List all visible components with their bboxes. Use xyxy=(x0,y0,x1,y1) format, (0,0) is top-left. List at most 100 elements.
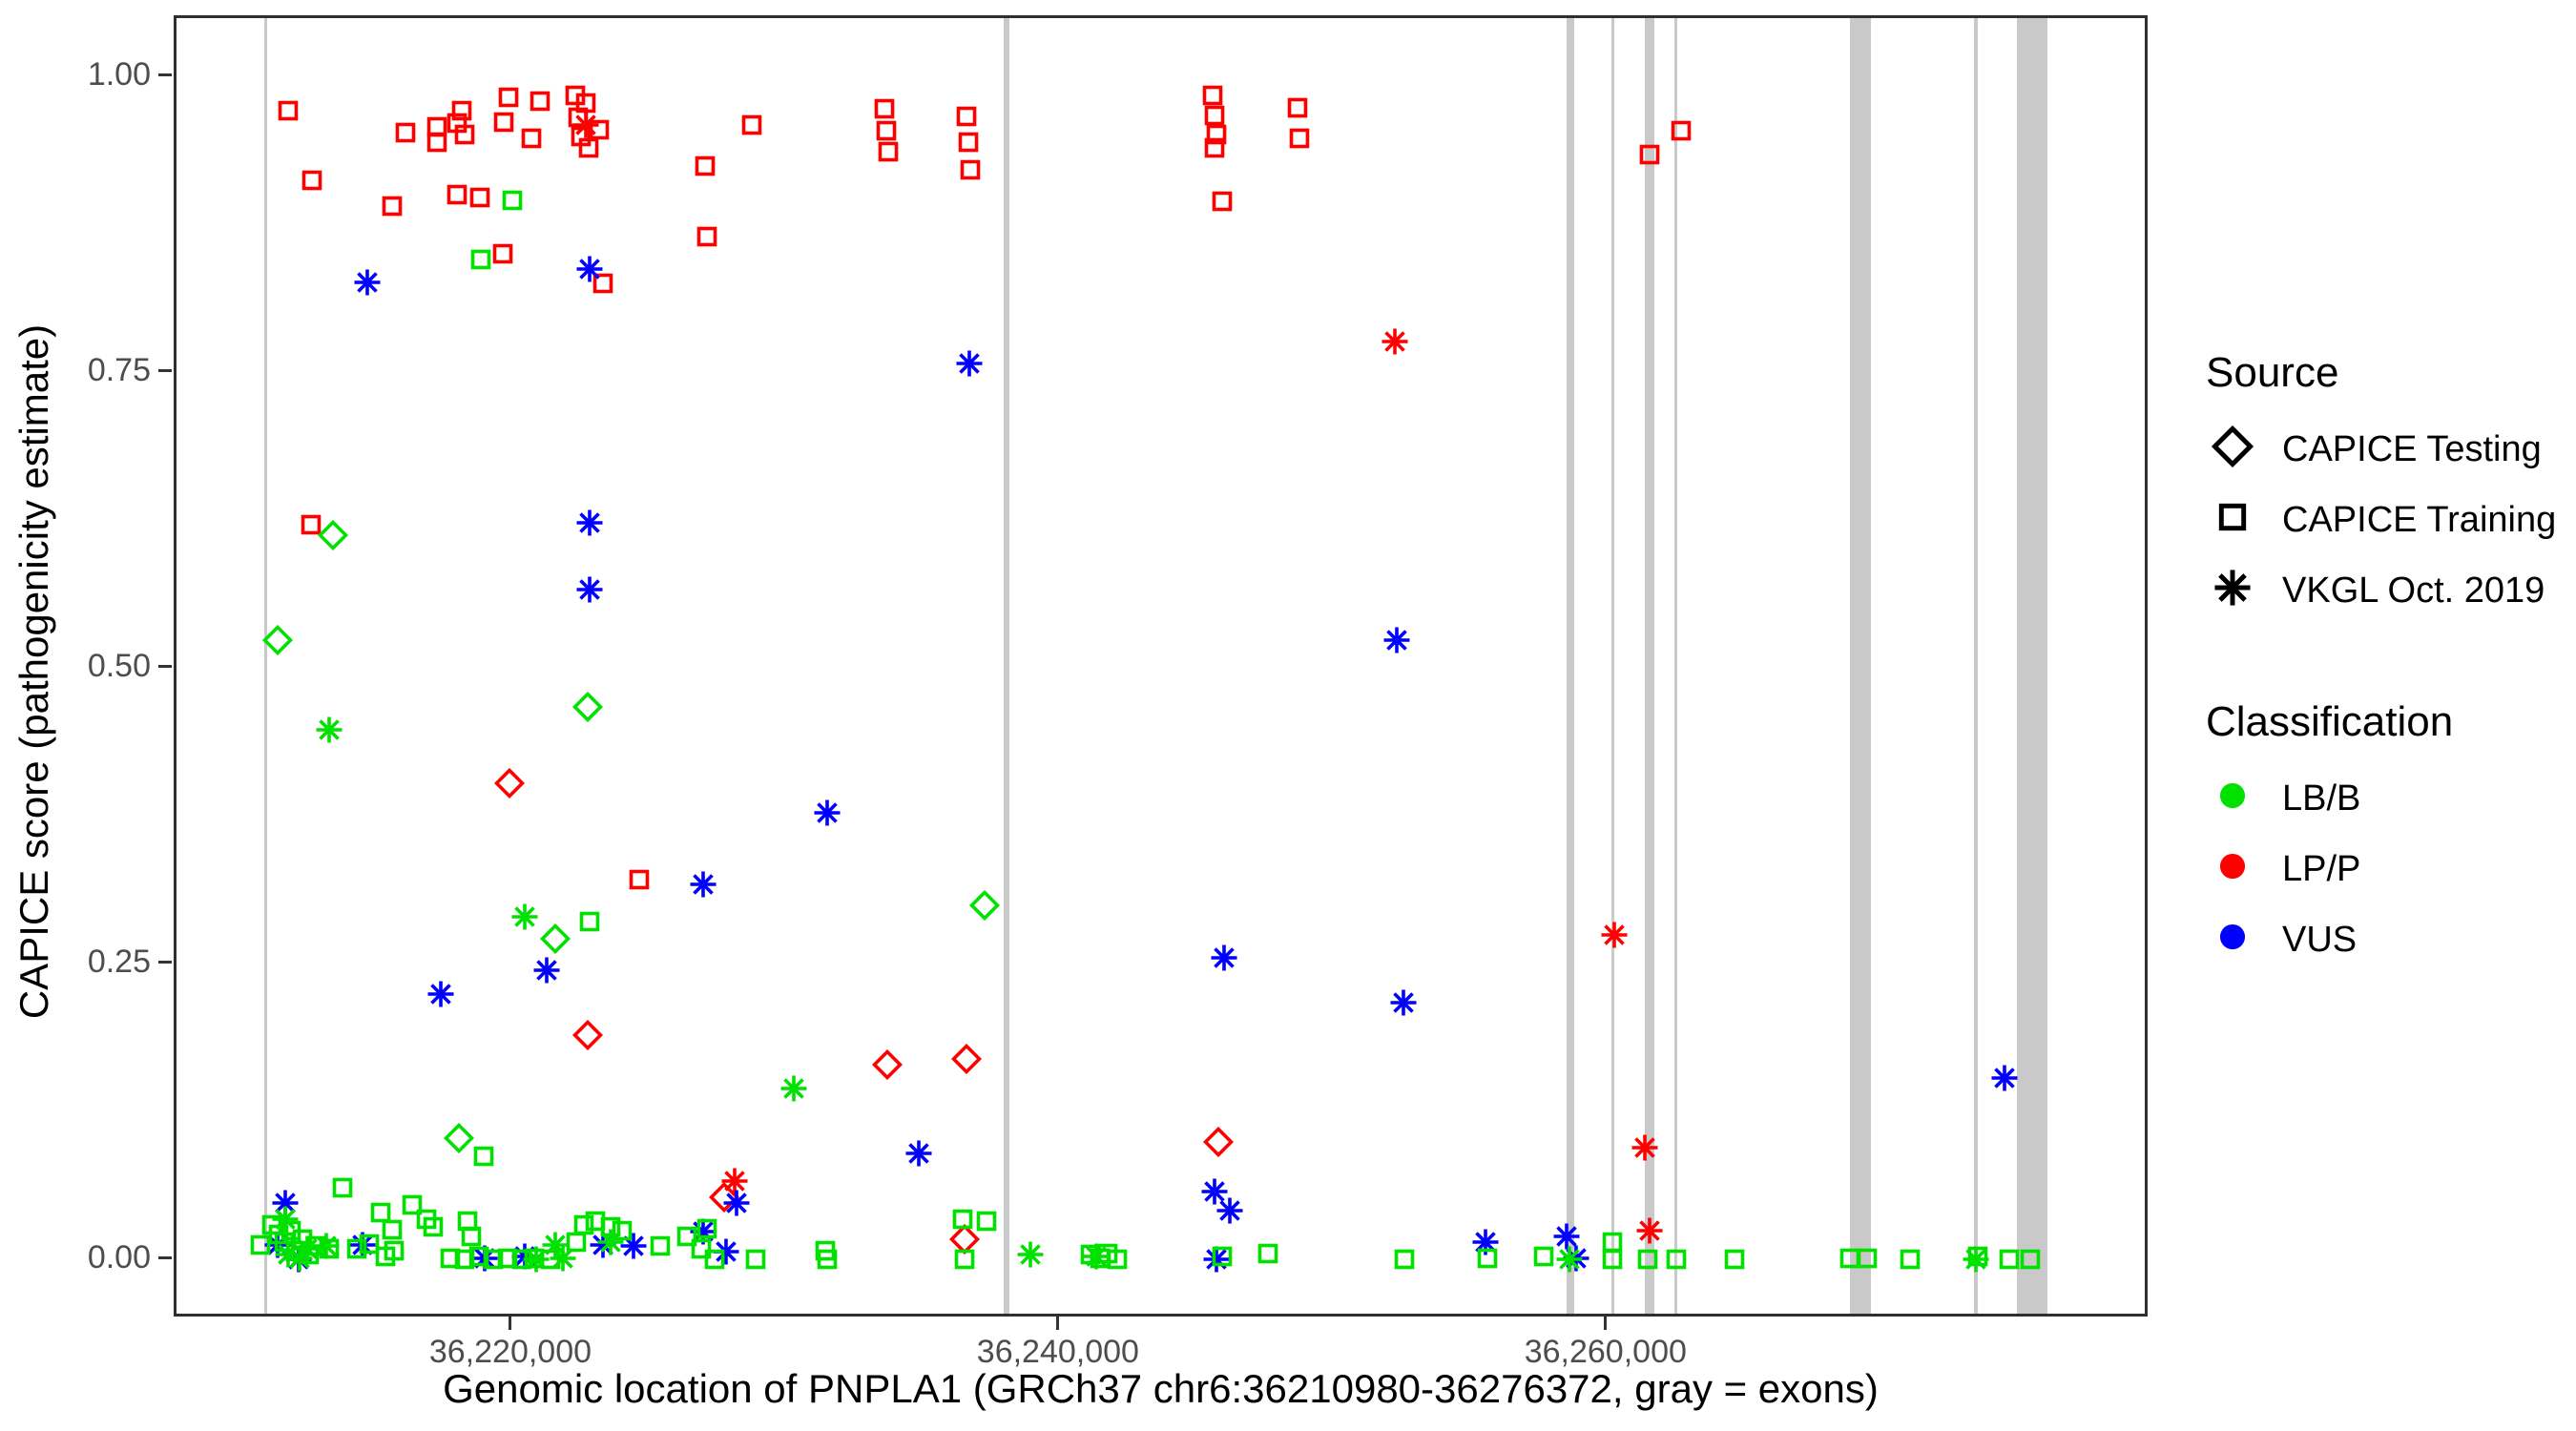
legend-item-label: VUS xyxy=(2282,920,2358,960)
data-point-training-lbb xyxy=(686,1234,717,1264)
data-point-training-lpp xyxy=(465,182,495,213)
data-point-training-lbb xyxy=(645,1231,675,1261)
data-point-training-lpp xyxy=(1197,80,1228,111)
data-point-vkgl-lbb xyxy=(779,1073,809,1104)
exon-bar xyxy=(1645,18,1655,1314)
y-axis-tick-label: 1.00 xyxy=(87,56,151,93)
data-point-vkgl-vus xyxy=(1199,1176,1230,1207)
plot-panel xyxy=(174,15,2148,1317)
data-point-training-lbb xyxy=(365,1197,396,1228)
data-point-training-lbb xyxy=(314,1234,344,1264)
legend-item-label: LP/P xyxy=(2282,849,2361,889)
y-axis-tick-label: 0.50 xyxy=(87,648,151,684)
data-point-training-lpp xyxy=(390,117,421,148)
exon-bar xyxy=(1849,18,1871,1314)
blue-dot-icon xyxy=(2212,916,2257,962)
data-point-testing-lpp xyxy=(708,1182,739,1213)
data-point-training-lbb xyxy=(342,1234,372,1264)
data-point-vkgl-lbb xyxy=(1554,1244,1585,1275)
data-point-vkgl-vus xyxy=(954,348,985,379)
asterisk-marker-icon xyxy=(2212,567,2257,612)
data-point-training-lbb xyxy=(607,1215,637,1246)
data-point-training-lbb xyxy=(354,1229,384,1259)
data-point-vkgl-vus xyxy=(352,267,383,298)
y-axis-tick xyxy=(158,73,172,76)
data-point-training-lpp xyxy=(296,509,326,540)
data-point-training-lpp xyxy=(869,93,900,124)
data-point-training-lpp xyxy=(624,864,654,895)
data-point-vkgl-vus xyxy=(812,798,842,828)
data-point-testing-lpp xyxy=(1203,1126,1235,1158)
x-axis-title: Genomic location of PNPLA1 (GRCh37 chr6:… xyxy=(443,1366,1879,1411)
data-point-training-lbb xyxy=(1597,1244,1628,1275)
data-point-training-lbb xyxy=(947,1204,978,1234)
data-point-training-lbb xyxy=(1207,1241,1237,1272)
data-point-training-lbb xyxy=(497,185,528,216)
exon-bar xyxy=(1003,18,1009,1314)
data-point-vkgl-vus xyxy=(1551,1221,1582,1252)
data-point-training-lbb xyxy=(569,1210,599,1240)
data-point-vkgl-lbb xyxy=(509,902,540,932)
data-point-testing-lbb xyxy=(571,691,603,722)
data-point-training-lbb xyxy=(1719,1244,1750,1275)
data-point-testing-lbb xyxy=(539,923,571,954)
data-point-vkgl-vus xyxy=(904,1138,934,1169)
green-dot-icon xyxy=(2212,775,2257,820)
data-point-vkgl-vus xyxy=(1215,1195,1245,1226)
data-point-training-lpp xyxy=(449,119,480,150)
data-point-training-lbb xyxy=(2015,1244,2046,1275)
data-point-training-lpp xyxy=(588,268,618,299)
data-point-training-lbb xyxy=(1963,1241,1993,1272)
data-point-training-lbb xyxy=(812,1244,842,1275)
data-point-training-lbb xyxy=(699,1244,730,1275)
data-point-vkgl-lpp xyxy=(1599,920,1630,950)
data-point-training-lbb xyxy=(397,1190,427,1220)
exon-bar xyxy=(1610,18,1614,1314)
data-point-vkgl-lpp xyxy=(1634,1215,1665,1246)
data-point-training-lpp xyxy=(692,221,722,252)
data-point-training-lpp xyxy=(1201,119,1232,150)
x-axis-tick-label: 36,240,000 xyxy=(976,1334,1139,1370)
data-point-training-lpp xyxy=(871,115,902,146)
data-point-training-lbb xyxy=(1661,1244,1692,1275)
diamond-marker-icon xyxy=(2211,425,2257,471)
data-point-vkgl-vus xyxy=(426,979,456,1009)
data-point-training-lpp xyxy=(422,127,452,157)
data-point-training-lbb xyxy=(492,1243,523,1274)
data-point-testing-lbb xyxy=(262,625,294,656)
data-point-training-lpp xyxy=(953,127,984,157)
data-point-training-lbb xyxy=(692,1213,722,1244)
x-axis-tick xyxy=(1056,1317,1060,1330)
data-point-training-lbb xyxy=(740,1244,771,1275)
data-point-training-lbb xyxy=(1472,1243,1503,1274)
data-point-training-lbb xyxy=(456,1221,487,1252)
y-axis-tick xyxy=(158,664,172,668)
legend-item-label: VKGL Oct. 2019 xyxy=(2282,570,2545,611)
data-point-training-lpp xyxy=(493,82,524,113)
exon-bar xyxy=(1974,18,1978,1314)
data-point-vkgl-vus xyxy=(721,1188,752,1218)
data-point-training-lbb xyxy=(1895,1244,1925,1275)
data-point-training-lbb xyxy=(1253,1238,1283,1269)
y-axis-tick xyxy=(158,960,172,964)
data-point-vkgl-vus xyxy=(531,955,562,985)
x-axis-tick xyxy=(1604,1317,1608,1330)
data-point-testing-lpp xyxy=(493,768,525,799)
data-point-training-lbb xyxy=(1852,1243,1882,1274)
exon-bar xyxy=(1567,18,1575,1314)
data-point-training-lbb xyxy=(245,1230,276,1260)
data-point-vkgl-lpp xyxy=(719,1166,750,1196)
data-point-training-lpp xyxy=(442,179,472,210)
data-point-vkgl-vus xyxy=(1209,943,1239,973)
y-axis-tick xyxy=(158,1255,172,1259)
y-axis-tick xyxy=(158,368,172,372)
y-axis-tick-label: 0.25 xyxy=(87,944,151,980)
data-point-training-lpp xyxy=(297,165,327,196)
data-point-training-lbb xyxy=(301,1231,332,1261)
data-point-training-lpp xyxy=(1199,133,1230,163)
data-point-training-lbb xyxy=(595,1212,626,1242)
data-point-vkgl-vus xyxy=(270,1188,301,1218)
data-point-training-lbb xyxy=(418,1212,448,1242)
data-point-training-lbb xyxy=(949,1244,980,1275)
data-point-training-lbb xyxy=(1632,1244,1663,1275)
